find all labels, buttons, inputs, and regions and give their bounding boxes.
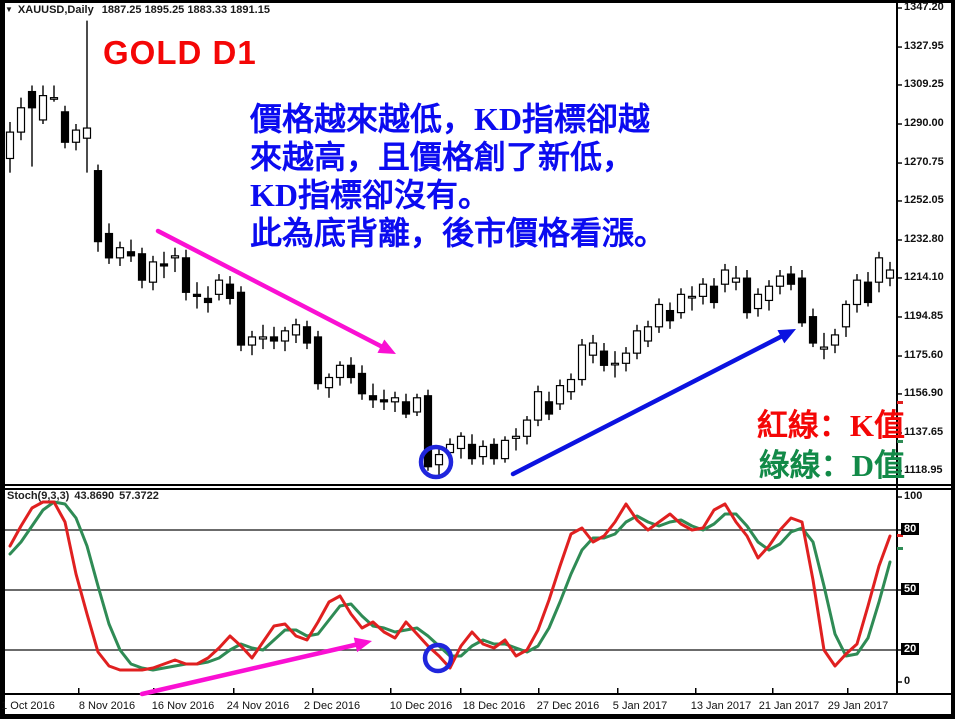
date-axis-label: 10 Dec 2016 [389, 700, 453, 712]
date-axis-label: 8 Nov 2016 [78, 700, 136, 712]
price-axis-label: 1347.20 [904, 1, 944, 13]
stoch-axis-label: 80 [901, 523, 920, 535]
price-axis-label: 1156.90 [904, 386, 944, 399]
symbol-name: XAUUSD,Daily [17, 4, 94, 16]
ohlc-values: 1887.25 1895.25 1883.33 1891.15 [101, 4, 270, 16]
date-axis-label: 5 Jan 2017 [612, 700, 668, 712]
chart-title: ▼ XAUUSD,Daily 1887.25 1895.25 1883.33 189… [5, 4, 270, 18]
price-axis-label: 1309.25 [904, 77, 944, 90]
symbol-dropdown-icon[interactable]: ▼ [5, 5, 13, 14]
indicator-name: Stoch(9,3,3) [7, 490, 70, 502]
stoch-axis-label: 0 [904, 675, 911, 687]
stoch-indicator-header: Stoch(9,3,3) 43.8690 57.3722 [7, 490, 164, 502]
date-axis-label: 21 Jan 2017 [758, 700, 820, 712]
price-axis-label: 1118.95 [904, 463, 943, 476]
date-axis-label: 29 Jan 2017 [827, 700, 889, 712]
price-axis-label: 1214.10 [904, 270, 944, 283]
indicator-k-value: 43.8690 [74, 490, 115, 502]
price-axis-label: 1327.95 [904, 40, 944, 53]
d-line-legend: 綠線：D值 [758, 448, 905, 483]
price-axis-label: 1270.75 [904, 156, 944, 169]
stoch-axis-label: 100 [904, 490, 923, 502]
price-axis-label: 1175.60 [904, 349, 944, 361]
date-axis-label: 24 Nov 2016 [226, 700, 290, 712]
date-axis-label: 13 Jan 2017 [690, 700, 752, 712]
date-axis-label: 2 Dec 2016 [303, 700, 361, 712]
price-axis-label: 1252.05 [904, 193, 944, 206]
k-line-legend: 紅線：K值 [756, 408, 905, 443]
date-axis-label: 1 Oct 2016 [1, 700, 55, 712]
gold-d1-label: GOLD D1 [103, 34, 257, 71]
date-axis-label: 16 Nov 2016 [151, 700, 215, 712]
date-axis-label: 27 Dec 2016 [536, 700, 600, 712]
indicator-d-value: 57.3722 [119, 490, 159, 502]
date-axis-label: 18 Dec 2016 [462, 700, 526, 712]
price-axis-label: 1232.80 [904, 233, 944, 245]
price-axis-label: 1137.65 [904, 425, 944, 438]
price-axis-label: 1194.85 [904, 309, 944, 322]
stoch-axis-label: 50 [901, 583, 920, 595]
price-axis-label: 1290.00 [904, 117, 944, 129]
divergence-note: 價格越來越低，KD指標卻越 來越高，且價格創了新低， KD指標卻沒有。 此為底背… [250, 101, 667, 251]
stoch-axis-label: 20 [901, 643, 920, 655]
